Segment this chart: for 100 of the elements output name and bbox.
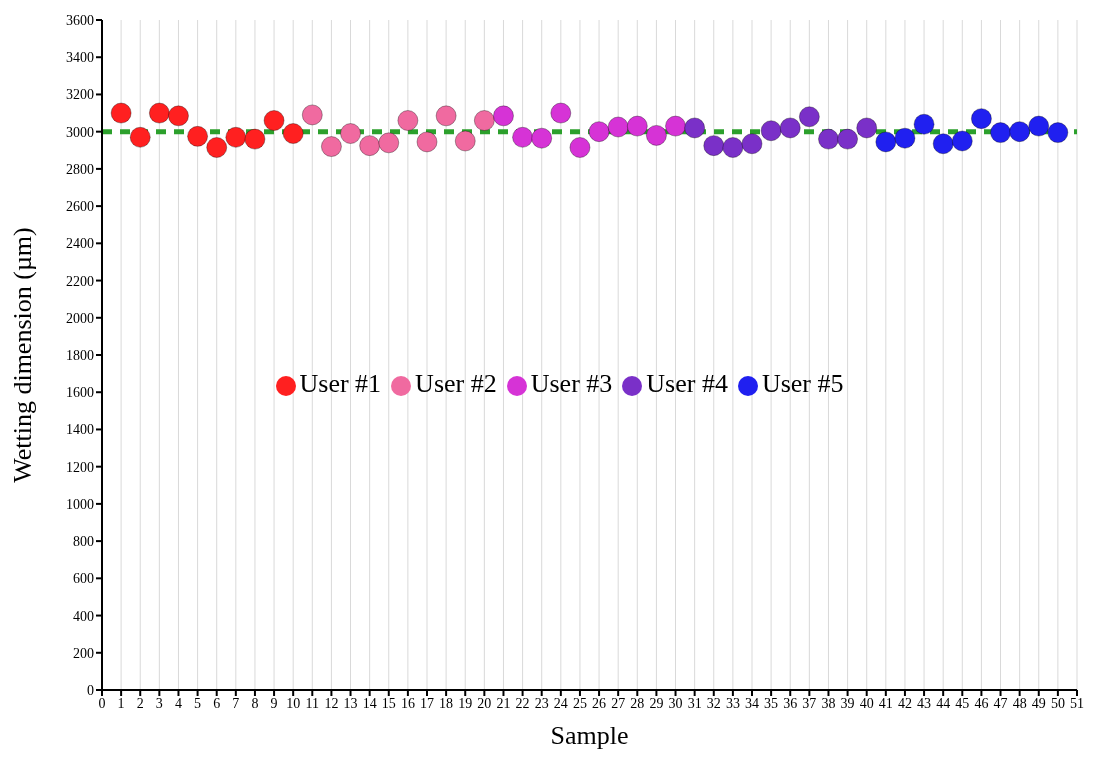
x-tick-label: 46 [974, 695, 989, 711]
point [990, 122, 1012, 144]
x-tick-label: 27 [611, 695, 626, 711]
legend-label: User #3 [530, 369, 613, 398]
x-tick-label: 1 [117, 695, 125, 711]
point [1047, 122, 1069, 144]
point [397, 110, 419, 131]
point [760, 120, 782, 142]
x-tick-label: 51 [1070, 695, 1084, 711]
x-tick-label: 19 [458, 695, 473, 711]
x-tick-label: 30 [668, 695, 683, 711]
y-tick-label: 3000 [66, 124, 94, 140]
y-tick-label: 1600 [66, 385, 94, 401]
x-tick-label: 23 [534, 695, 549, 711]
point [665, 115, 687, 137]
x-tick-label: 14 [362, 695, 377, 711]
point [263, 110, 285, 131]
point [187, 125, 209, 147]
point [378, 132, 400, 154]
point [473, 110, 495, 131]
x-tick-label: 13 [343, 695, 358, 711]
y-tick-label: 600 [73, 571, 94, 587]
x-tick-label: 12 [324, 695, 339, 711]
point [703, 135, 725, 157]
y-tick-label: 0 [87, 682, 94, 698]
point [741, 133, 763, 155]
point [970, 108, 992, 130]
point [817, 128, 839, 150]
x-tick-label: 3 [155, 695, 163, 711]
point [837, 128, 859, 150]
x-tick-label: 9 [270, 695, 278, 711]
point [588, 121, 610, 143]
y-tick-label: 1200 [66, 459, 94, 475]
x-tick-label: 18 [439, 695, 454, 711]
x-tick-label: 2 [136, 695, 144, 711]
point [435, 105, 457, 127]
x-tick-label: 17 [420, 695, 434, 711]
legend-label: User #2 [415, 369, 497, 398]
x-tick-label: 29 [649, 695, 664, 711]
point [320, 136, 342, 158]
x-tick-label: 7 [232, 695, 240, 711]
y-tick-label: 2400 [66, 236, 94, 252]
point [454, 130, 476, 152]
y-tick-label: 2200 [66, 273, 94, 289]
point [932, 133, 954, 155]
x-tick-label: 15 [381, 695, 396, 711]
x-tick-label: 4 [174, 695, 182, 711]
point [951, 130, 973, 152]
x-tick-label: 40 [859, 695, 874, 711]
point [645, 124, 667, 146]
point [894, 127, 916, 149]
x-tick-label: 37 [802, 695, 817, 711]
x-tick-label: 44 [936, 695, 951, 711]
x-tick-label: 48 [1012, 695, 1027, 711]
y-tick-label: 2000 [66, 310, 94, 326]
x-tick-label: 41 [878, 695, 893, 711]
x-tick-label: 43 [917, 695, 932, 711]
y-axis-title: Wetting dimension (µm) [8, 227, 38, 483]
x-tick-label: 26 [592, 695, 607, 711]
point [531, 127, 553, 149]
x-tick-label: 31 [687, 695, 702, 711]
legend-label: User #1 [299, 369, 382, 398]
x-tick-label: 6 [213, 695, 221, 711]
point [244, 128, 266, 150]
y-tick-label: 1800 [66, 347, 94, 363]
point [798, 106, 820, 128]
x-tick-label: 10 [286, 695, 301, 711]
point [684, 117, 706, 139]
x-tick-label: 24 [553, 695, 568, 711]
point [550, 102, 572, 124]
x-axis-title: Sample [550, 721, 629, 750]
point [626, 115, 648, 137]
x-tick-label: 5 [194, 695, 202, 711]
y-tick-label: 400 [73, 608, 94, 624]
x-tick-label: 42 [897, 695, 912, 711]
y-tick-label: 2600 [66, 199, 94, 215]
y-tick-label: 200 [73, 645, 94, 661]
legend-label: User #4 [646, 369, 728, 398]
point [167, 105, 189, 127]
point [110, 102, 132, 124]
point [492, 105, 514, 127]
point [148, 102, 170, 124]
y-tick-label: 3600 [66, 12, 94, 28]
x-tick-label: 22 [515, 695, 530, 711]
x-tick-label: 28 [630, 695, 645, 711]
x-tick-label: 45 [955, 695, 970, 711]
point [1009, 121, 1031, 143]
point [206, 136, 228, 158]
x-tick-label: 20 [477, 695, 492, 711]
point [512, 126, 534, 148]
x-tick-label: 8 [251, 695, 259, 711]
x-tick-label: 39 [840, 695, 855, 711]
point [282, 123, 304, 145]
point [722, 136, 744, 158]
point [129, 126, 151, 148]
y-tick-label: 2800 [66, 161, 94, 177]
point [1028, 115, 1050, 137]
point [779, 117, 801, 139]
x-tick-label: 33 [725, 695, 740, 711]
point [416, 131, 438, 153]
